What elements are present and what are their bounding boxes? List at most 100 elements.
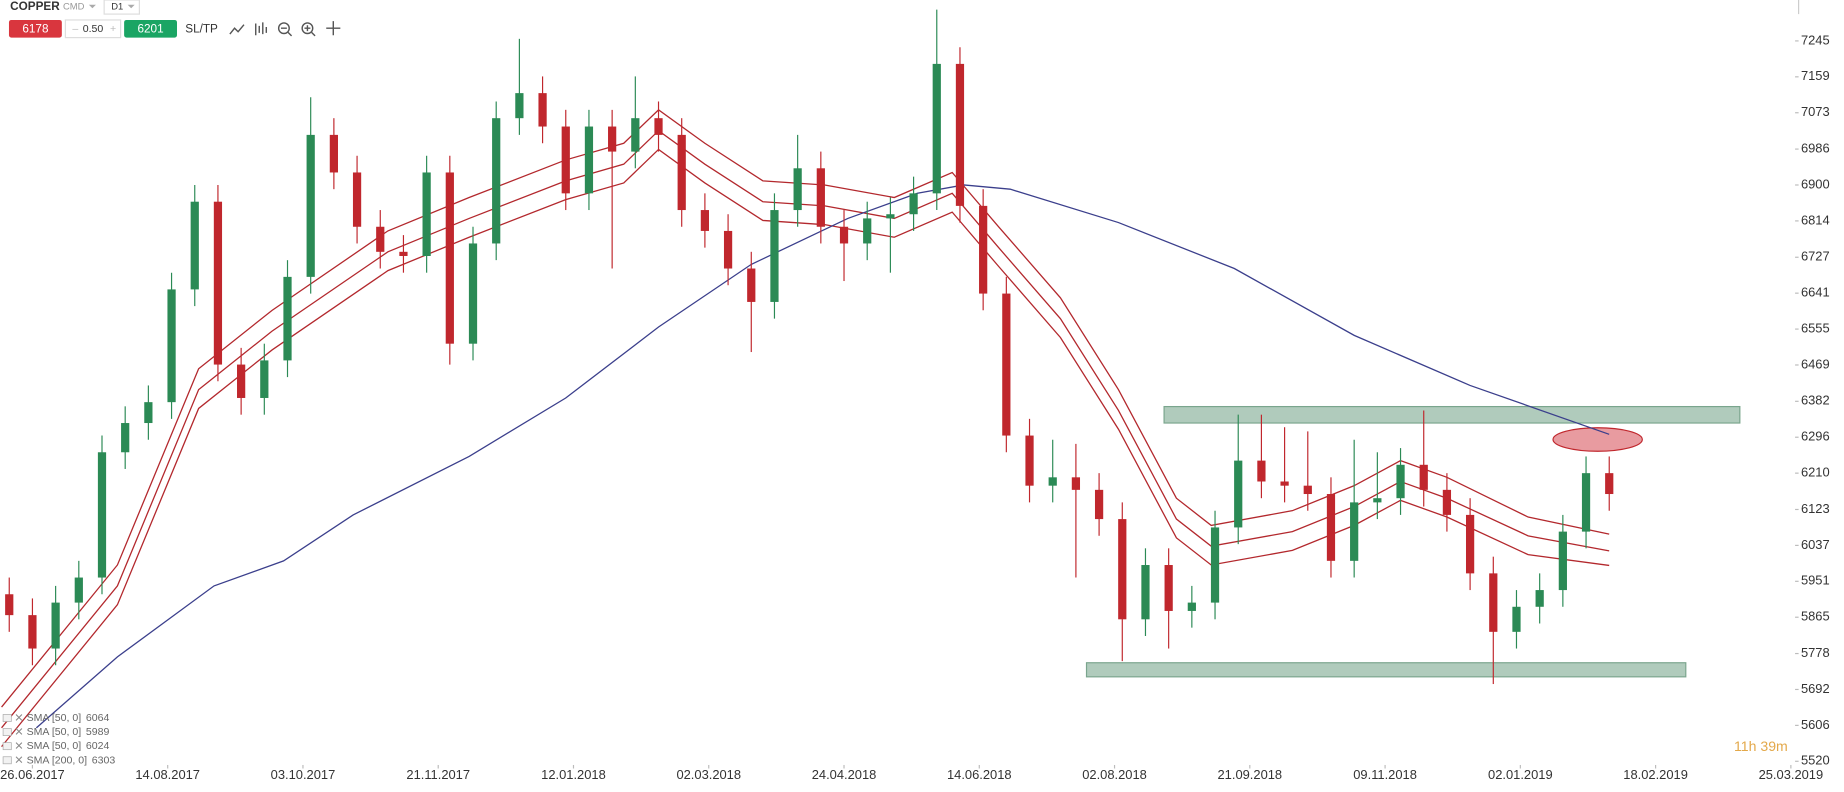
- candle-body: [74, 577, 83, 603]
- sell-button[interactable]: [8, 19, 62, 38]
- candle-body: [422, 172, 431, 256]
- candle-body: [1605, 473, 1614, 495]
- candle-body: [515, 93, 524, 119]
- candle-body: [863, 218, 872, 244]
- x-tick-label: 24.04.2018: [812, 767, 877, 782]
- candle-body: [1141, 565, 1150, 620]
- candle-body: [1465, 514, 1475, 574]
- x-tick-label: 03.10.2017: [271, 767, 336, 782]
- candle-body: [260, 360, 269, 398]
- x-tick-label: 21.09.2018: [1218, 767, 1283, 782]
- y-tick-label: 6037: [1801, 537, 1830, 552]
- candle-body: [1280, 481, 1289, 486]
- candle-body: [584, 126, 594, 194]
- minus[interactable]: –: [72, 23, 78, 35]
- x-tick-label: 14.06.2018: [947, 767, 1012, 782]
- y-tick-label: 6814: [1801, 212, 1830, 227]
- candle-body: [816, 168, 825, 227]
- candle-body: [793, 168, 802, 211]
- legend-entry: SMA [200, 0] 6303: [27, 754, 116, 766]
- y-tick-label: 6641: [1801, 285, 1830, 300]
- plus[interactable]: +: [110, 23, 116, 35]
- y-tick-label: 5606: [1801, 717, 1830, 732]
- sltp-button[interactable]: SL/TP: [185, 22, 218, 35]
- candle-body: [1210, 527, 1220, 603]
- indicators: [1, 109, 1610, 748]
- y-tick-label: 6900: [1801, 176, 1830, 191]
- x-tick-label: 12.01.2018: [541, 767, 606, 782]
- legend-name: SMA [50, 0]: [27, 740, 82, 752]
- legend-value: 6024: [86, 740, 110, 752]
- buy-button[interactable]: [124, 19, 178, 38]
- candle-body: [700, 210, 710, 231]
- candle-body: [1581, 473, 1591, 532]
- candle-body: [1489, 573, 1498, 632]
- candle-body: [51, 602, 60, 649]
- x-tick-label: 02.08.2018: [1082, 767, 1147, 782]
- resistance-zone: [1163, 405, 1741, 424]
- annotations: [1085, 405, 1741, 678]
- y-tick-label: 5520: [1801, 753, 1830, 768]
- spread-box: [64, 19, 122, 39]
- y-tick-label: 6123: [1801, 501, 1830, 516]
- candle-body: [747, 268, 756, 302]
- candle-body: [1118, 519, 1127, 620]
- axes: 7245 7159 7073 6986 6900 6814 6727 6641 6555 6469…: [0, 0, 1830, 782]
- candle-body: [5, 594, 14, 616]
- bid-price[interactable]: 6178: [22, 22, 49, 35]
- timeframe[interactable]: D1: [111, 1, 123, 12]
- candle-body: [1512, 606, 1521, 632]
- legend-icon: [2, 742, 12, 751]
- y-tick-label: 5865: [1801, 609, 1830, 624]
- candle-body: [770, 210, 779, 302]
- dropdown-arrow: [88, 4, 96, 9]
- candle-body: [376, 226, 385, 252]
- legend-icon: [2, 714, 12, 722]
- candle-body: [1071, 477, 1081, 490]
- candle-body: [445, 172, 454, 344]
- toolbar: COPPER CMD D1 6178 – 0.50 + 6201 SL/TP: [8, 0, 341, 39]
- legend-icon: [2, 728, 12, 736]
- y-tick-label: 7073: [1801, 104, 1830, 119]
- chart-type-icon[interactable]: [255, 22, 268, 36]
- y-tick-label: 6555: [1801, 320, 1830, 335]
- candle-body: [1002, 293, 1011, 436]
- candle-body: [1558, 531, 1567, 591]
- candle-body: [1257, 460, 1266, 482]
- candle-body: [1442, 489, 1452, 515]
- sma-line: [1, 129, 1610, 729]
- zoom-out-icon[interactable]: [280, 27, 293, 37]
- y-tick-label: 7245: [1801, 32, 1830, 47]
- crosshair-icon[interactable]: [326, 21, 341, 36]
- dropdown-arrow: [127, 4, 135, 9]
- y-tick-label: 5778: [1801, 645, 1830, 660]
- line-tool-icon[interactable]: [229, 24, 245, 35]
- candle-body: [1396, 464, 1405, 499]
- timeframe-box[interactable]: [103, 0, 140, 15]
- symbol: COPPER: [10, 0, 60, 13]
- candle-body: [1025, 435, 1034, 486]
- legend-value: 5989: [86, 726, 110, 738]
- x-tick-label: 02.01.2019: [1488, 767, 1553, 782]
- highlight-ellipse: [1552, 427, 1643, 452]
- candle-body: [538, 93, 547, 127]
- legend-entry: SMA [50, 0] 6024: [27, 740, 110, 752]
- candle-body: [654, 118, 663, 135]
- candle-body: [932, 63, 941, 194]
- zoom-in-icon[interactable]: [301, 22, 314, 35]
- zoom-out-icon[interactable]: [277, 22, 290, 35]
- candle-body: [1373, 498, 1382, 503]
- candle-body: [979, 205, 988, 294]
- y-tick-label: 6210: [1801, 465, 1830, 480]
- legend-close: [15, 742, 23, 749]
- x-tick-label: 21.11.2017: [406, 767, 470, 782]
- x-tick-label: 25.03.2019: [1759, 767, 1824, 782]
- candle-body: [1419, 464, 1428, 490]
- ask-price[interactable]: 6201: [137, 22, 163, 35]
- legend-close: [15, 714, 23, 721]
- candle-body: [468, 243, 478, 344]
- zoom-in-icon[interactable]: [304, 25, 316, 37]
- y-tick-label: 6469: [1801, 356, 1830, 371]
